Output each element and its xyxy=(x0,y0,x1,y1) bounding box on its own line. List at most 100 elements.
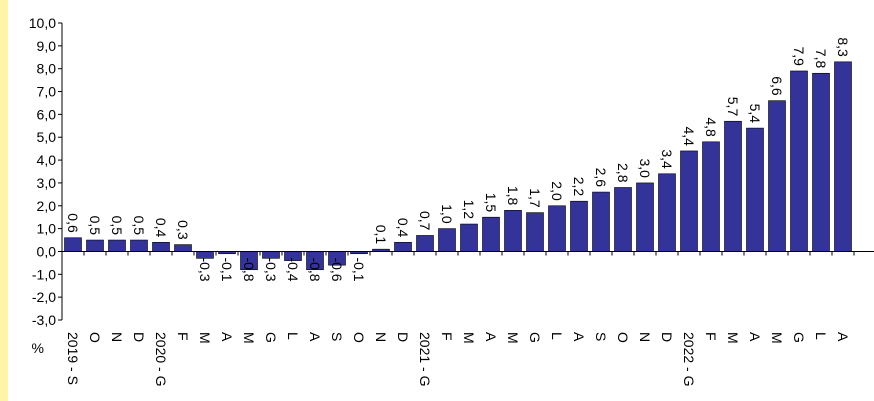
bar xyxy=(548,205,566,252)
x-tick-label: M xyxy=(241,332,257,344)
bar xyxy=(658,173,676,252)
data-label: 1,0 xyxy=(439,204,455,224)
bar xyxy=(680,150,698,252)
bar xyxy=(614,187,632,252)
data-label: 5,7 xyxy=(725,97,741,117)
bar xyxy=(86,239,104,252)
x-tick-label: F xyxy=(439,332,455,341)
x-tick-label: D xyxy=(131,332,147,342)
data-label: 7,9 xyxy=(791,47,807,67)
y-tick-label: -3,0 xyxy=(32,312,56,328)
x-tick-label: G xyxy=(527,332,543,343)
data-label: 2,2 xyxy=(571,177,587,197)
data-label: 1,2 xyxy=(461,200,477,220)
data-label: 2,6 xyxy=(593,168,609,188)
x-tick-label: M xyxy=(505,332,521,344)
bar xyxy=(394,242,412,252)
data-label: -0,1 xyxy=(351,257,367,281)
x-tick-label: D xyxy=(659,332,675,342)
data-label: 1,5 xyxy=(483,193,499,213)
data-label: 3,4 xyxy=(659,149,675,169)
x-tick-label: S xyxy=(329,332,345,341)
x-tick-label: F xyxy=(703,332,719,341)
y-tick-label: 10,0 xyxy=(29,15,56,31)
data-label: 0,4 xyxy=(395,218,411,238)
data-label: 5,4 xyxy=(747,104,763,124)
x-tick-label: G xyxy=(263,332,279,343)
bar xyxy=(174,244,192,252)
bar xyxy=(834,61,852,252)
data-label: -0,4 xyxy=(285,257,301,281)
x-tick-label: 2021 - G xyxy=(417,332,433,386)
bar xyxy=(416,235,434,252)
y-tick-label: 6,0 xyxy=(37,106,57,122)
bar xyxy=(460,223,478,252)
bar xyxy=(152,242,170,252)
data-label: 8,3 xyxy=(835,37,851,57)
x-tick-label: O xyxy=(615,332,631,343)
x-tick-label: F xyxy=(175,332,191,341)
data-label: 0,6 xyxy=(65,213,81,233)
x-tick-label: G xyxy=(791,332,807,343)
x-tick-label: N xyxy=(373,332,389,342)
x-tick-label: M xyxy=(769,332,785,344)
data-label: 1,7 xyxy=(527,188,543,208)
x-tick-label: A xyxy=(747,332,763,342)
data-label: 4,8 xyxy=(703,117,719,137)
data-label: -0,1 xyxy=(219,257,235,281)
data-label: -0,3 xyxy=(263,257,279,281)
y-tick-label: 7,0 xyxy=(37,84,57,100)
data-label: 0,1 xyxy=(373,225,389,245)
x-tick-label: O xyxy=(87,332,103,343)
bar xyxy=(724,120,742,252)
bar xyxy=(504,210,522,252)
x-tick-label: A xyxy=(571,332,587,342)
bar xyxy=(482,216,500,252)
data-label: 0,7 xyxy=(417,211,433,231)
x-axis xyxy=(62,250,874,256)
bar xyxy=(64,237,82,252)
bar xyxy=(130,239,148,252)
data-label: 0,5 xyxy=(87,216,103,236)
bar xyxy=(592,191,610,252)
x-tick-label: A xyxy=(835,332,851,342)
x-tick-label: A xyxy=(483,332,499,342)
bar xyxy=(768,100,786,252)
y-axis: 10,0 9,0 8,0 7,0 6,0 5,0 4,0 3,0 2,0 1,0 0,0 -1,0 -2… xyxy=(29,15,63,328)
x-tick-label: M xyxy=(725,332,741,344)
bar xyxy=(526,212,544,252)
x-tick-label: D xyxy=(395,332,411,342)
y-tick-label: 3,0 xyxy=(37,175,57,191)
y-tick-label: 0,0 xyxy=(37,243,57,259)
bar xyxy=(438,228,456,252)
bar xyxy=(108,239,126,252)
data-label: 0,5 xyxy=(131,216,147,236)
x-tick-label: L xyxy=(813,332,829,340)
x-tick-label: A xyxy=(307,332,323,342)
x-tick-label: 2020 - G xyxy=(153,332,169,386)
data-label: 3,0 xyxy=(637,158,653,178)
x-tick-label: M xyxy=(197,332,213,344)
bar xyxy=(570,200,588,252)
y-tick-label: -2,0 xyxy=(32,289,56,305)
data-label: -0,8 xyxy=(241,257,257,281)
data-label: 1,8 xyxy=(505,186,521,206)
x-tick-label: N xyxy=(637,332,653,342)
data-label: 6,6 xyxy=(769,76,785,96)
bar xyxy=(812,72,830,252)
bar xyxy=(636,182,654,252)
x-tick-label: L xyxy=(285,332,301,340)
data-label: -0,6 xyxy=(329,257,345,281)
x-tick-label: A xyxy=(219,332,235,342)
y-unit-label: % xyxy=(32,340,44,356)
x-tick-label: N xyxy=(109,332,125,342)
bars xyxy=(64,61,852,271)
data-labels: 0,6 0,5 0,5 0,5 0,4 0,3 -0,3 -0,1 -0,8 -0,3 -0,4 -0… xyxy=(65,37,851,281)
y-tick-label: -1,0 xyxy=(32,266,56,282)
x-tick-label: M xyxy=(461,332,477,344)
data-label: 0,3 xyxy=(175,220,191,240)
x-tick-label: 2019 - S xyxy=(65,332,81,385)
data-label: 7,8 xyxy=(813,49,829,69)
data-label: -0,8 xyxy=(307,257,323,281)
